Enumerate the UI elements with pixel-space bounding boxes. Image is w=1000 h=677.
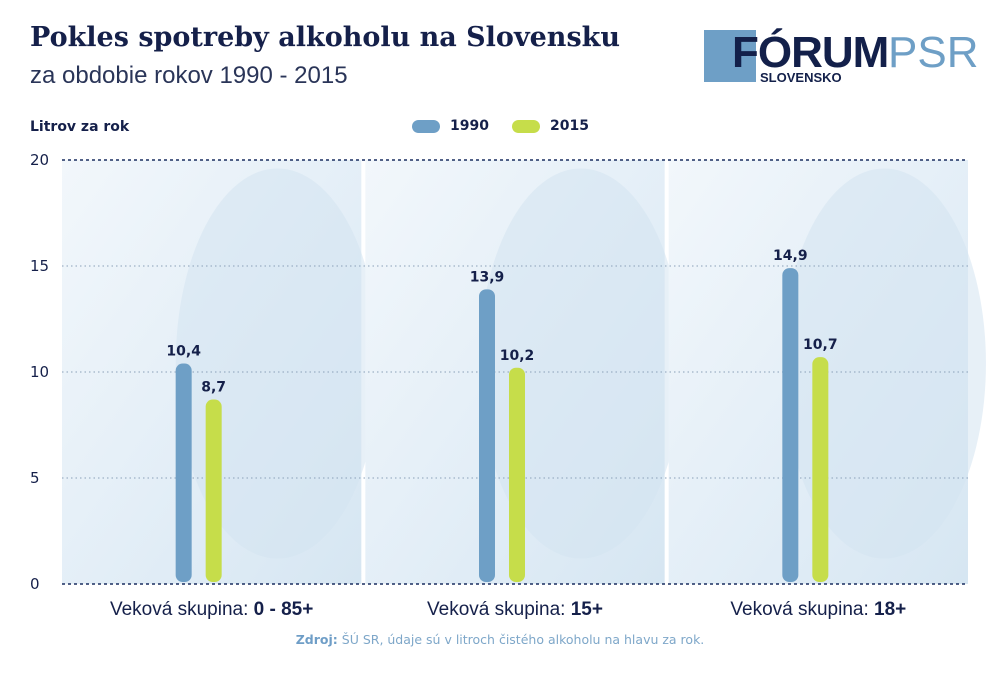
logo-square-mark	[704, 30, 756, 82]
bar-2015	[509, 367, 525, 582]
chart-title: Pokles spotreby alkoholu na Slovensku	[30, 22, 620, 53]
y-tick-label: 0	[30, 575, 40, 593]
legend-swatch-1990	[412, 120, 440, 133]
data-label-1990: 10,4	[166, 344, 201, 360]
y-tick-label: 10	[30, 363, 49, 381]
category-label: Veková skupina: 0 - 85+	[110, 599, 313, 620]
logo-main-text: FÓRUM	[732, 28, 889, 77]
bar-1990	[782, 268, 799, 582]
data-label-1990: 14,9	[773, 248, 808, 264]
forum-psr-logo: FÓRUM PSR SLOVENSKO	[704, 28, 978, 86]
category-label: Veková skupina: 15+	[427, 599, 603, 620]
category-label: Veková skupina: 18+	[730, 599, 906, 620]
y-tick-label: 20	[30, 151, 49, 169]
legend-swatch-2015	[512, 120, 540, 133]
y-tick-label: 5	[30, 469, 40, 487]
data-label-2015: 10,7	[803, 337, 838, 353]
chart-subtitle: za obdobie rokov 1990 - 2015	[30, 62, 348, 89]
source-footnote: Zdroj: ŠÚ SR, údaje sú v litroch čistého…	[0, 632, 1000, 647]
legend-label-1990: 1990	[450, 118, 489, 134]
bar-2015	[812, 357, 829, 582]
data-label-2015: 10,2	[500, 348, 535, 364]
bar-1990	[175, 363, 192, 582]
source-label: Zdroj:	[295, 632, 338, 647]
data-label-1990: 13,9	[470, 269, 505, 285]
y-axis-label: Litrov za rok	[30, 119, 130, 135]
background-portrait-shape	[479, 168, 683, 559]
legend-label-2015: 2015	[550, 118, 589, 134]
data-label-2015: 8,7	[201, 380, 226, 396]
y-tick-label: 15	[30, 257, 49, 275]
source-text: ŠÚ SR, údaje sú v litroch čistého alkoho…	[341, 632, 705, 647]
logo-sub-text: SLOVENSKO	[760, 70, 842, 85]
bar-2015	[205, 399, 222, 582]
bar-1990	[479, 289, 495, 582]
logo-accent-text: PSR	[888, 28, 979, 77]
